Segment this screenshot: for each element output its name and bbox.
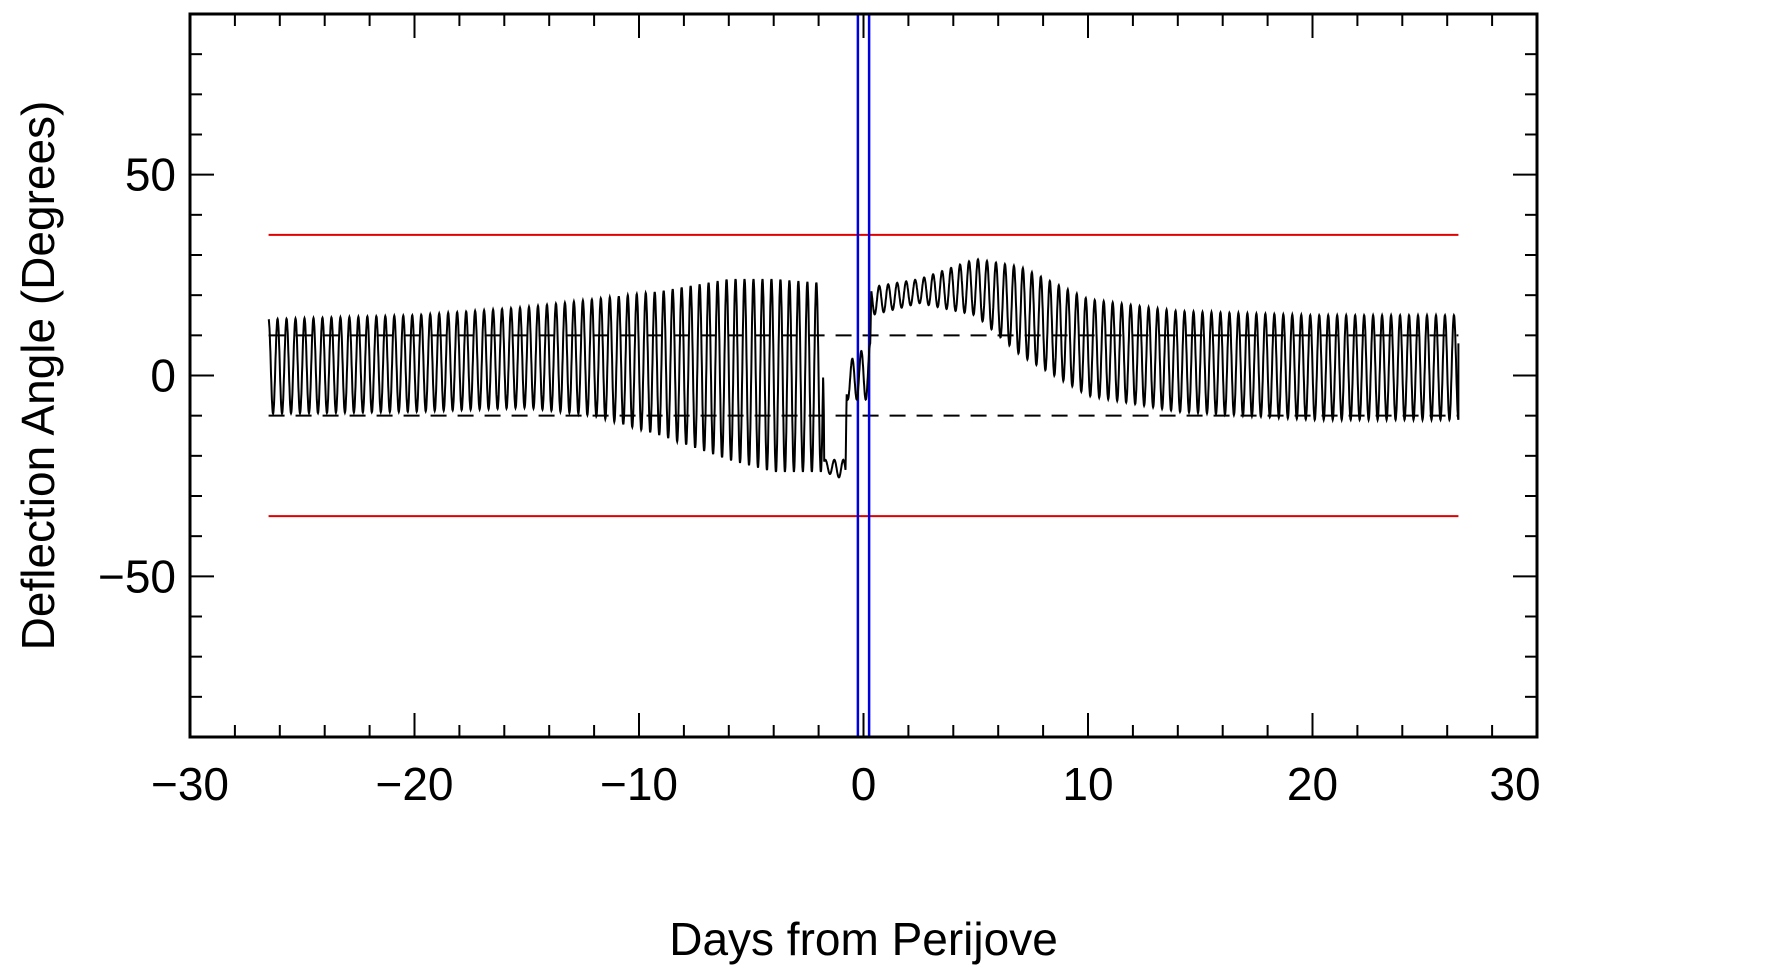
- x-axis-tick-labels: −30 −20 −10 0 10 20 30: [151, 758, 1541, 810]
- x-axis-ticks: [189, 14, 1538, 737]
- y-tick-label: −50: [98, 550, 176, 602]
- y-axis-title: Deflection Angle (Degrees): [12, 101, 64, 651]
- x-tick-label: 30: [1489, 758, 1540, 810]
- y-axis-tick-labels: −50 0 50: [98, 149, 176, 603]
- data-series: [267, 257, 1460, 479]
- x-tick-label: −10: [600, 758, 678, 810]
- x-tick-label: 20: [1287, 758, 1338, 810]
- x-tick-label: 10: [1062, 758, 1113, 810]
- y-tick-label: 50: [125, 149, 176, 201]
- x-tick-label: −30: [151, 758, 229, 810]
- deflection-angle-line: [267, 257, 1460, 479]
- y-axis-ticks: [190, 53, 1537, 698]
- y-tick-label: 0: [150, 350, 176, 402]
- x-tick-label: 0: [851, 758, 877, 810]
- x-axis-title: Days from Perijove: [669, 913, 1058, 965]
- x-tick-label: −20: [375, 758, 453, 810]
